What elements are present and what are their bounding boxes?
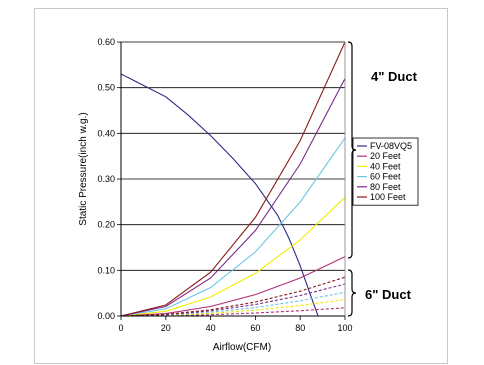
series-line-80-feet bbox=[121, 78, 346, 316]
axis-layer: 0.00 0.10 0.20 0.30 0.40 0.50 0.60 0 20 40 60 80 100… bbox=[78, 37, 353, 353]
x-axis-title: Airflow(CFM) bbox=[213, 342, 271, 353]
x-tick-label-1: 20 bbox=[161, 323, 171, 333]
annotation-layer: 4" Duct 6" Duct bbox=[347, 41, 418, 317]
x-tick-label-2: 40 bbox=[206, 323, 216, 333]
y-tick-label-5: 0.50 bbox=[97, 83, 115, 93]
x-tick-label-5: 100 bbox=[337, 323, 352, 333]
legend-label-1: 20 Feet bbox=[370, 151, 401, 161]
y-tick-label-1: 0.10 bbox=[97, 265, 115, 275]
brace-4in bbox=[347, 41, 357, 259]
y-tick-label-6: 0.60 bbox=[97, 37, 115, 47]
legend-box bbox=[352, 137, 419, 206]
y-tick-label-3: 0.30 bbox=[97, 174, 115, 184]
series-line-60-feet bbox=[121, 137, 346, 316]
x-tick-label-0: 0 bbox=[118, 323, 123, 333]
annotation-4in-duct: 4" Duct bbox=[371, 69, 418, 84]
legend-label-0: FV-08VQ5 bbox=[370, 141, 412, 151]
annotation-6in-duct: 6" Duct bbox=[365, 287, 412, 302]
y-tick-label-4: 0.40 bbox=[97, 128, 115, 138]
y-tick-label-2: 0.20 bbox=[97, 220, 115, 230]
x-tick-label-4: 80 bbox=[295, 323, 305, 333]
x-tick-label-3: 60 bbox=[250, 323, 260, 333]
y-tick-label-0: 0.00 bbox=[97, 311, 115, 321]
legend-label-2: 40 Feet bbox=[370, 161, 401, 171]
legend-label-4: 80 Feet bbox=[370, 182, 401, 192]
series-line-fv-08vq5 bbox=[121, 73, 319, 316]
series-line-20-feet bbox=[121, 256, 346, 316]
y-axis-title: Static Pressure(inch w.g.) bbox=[78, 112, 89, 225]
series-line-100-feet bbox=[121, 41, 346, 316]
series-line-6in-5 bbox=[121, 276, 346, 316]
series-line-40-feet bbox=[121, 196, 346, 316]
brace-6in bbox=[347, 269, 357, 317]
legend-label-3: 60 Feet bbox=[370, 172, 401, 182]
grid-layer bbox=[121, 41, 345, 271]
legend-label-5: 100 Feet bbox=[370, 192, 406, 202]
